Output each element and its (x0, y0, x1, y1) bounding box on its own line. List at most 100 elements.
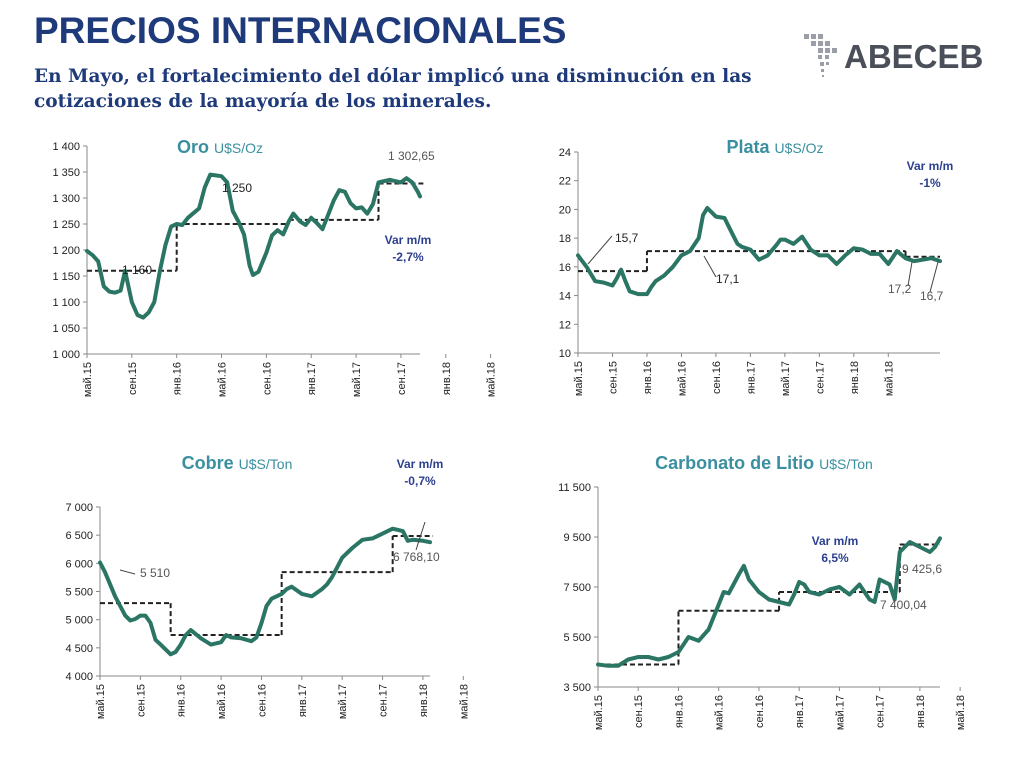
plata-series-line (576, 206, 942, 297)
oro-var-note-label: Var m/m (385, 233, 432, 247)
cobre-y-tick-label: 5 000 (65, 615, 93, 627)
litio-data-label: 9 425,6 (902, 562, 942, 576)
cobre-x-tick-label: янв.17 (297, 684, 309, 717)
oro-y-tick-label: 1 350 (52, 167, 80, 179)
cobre-data-label: 5 510 (140, 566, 170, 580)
oro-data-label: 1 250 (222, 181, 252, 195)
oro-y-tick-label: 1 300 (52, 193, 80, 205)
oro-y-tick-label: 1 400 (52, 141, 80, 153)
oro-title-unit: U$S/Oz (214, 140, 263, 156)
plata-x-tick-label: май.17 (780, 361, 792, 396)
plata-data-label: 15,7 (615, 231, 639, 245)
cobre-x-tick-label: янв.18 (418, 684, 430, 717)
oro-y-tick-label: 1 000 (52, 349, 80, 361)
oro-y-tick-label: 1 250 (52, 219, 80, 231)
litio-x-tick-label: май.15 (593, 695, 605, 730)
oro-x-tick-label: май.18 (486, 362, 498, 397)
litio-title-name: Carbonato de Litio (655, 453, 819, 473)
litio-var-note-label: Var m/m (812, 534, 859, 548)
cobre-title-name: Cobre (182, 453, 239, 473)
plata-y-tick-label: 22 (559, 176, 571, 188)
plata-label-leader (587, 235, 613, 265)
plata-y-tick-label: 24 (559, 147, 571, 159)
cobre-x-tick-label: май.18 (458, 684, 470, 719)
oro-x-tick-label: янв.18 (441, 362, 453, 395)
oro-data-label: 1 302,65 (388, 149, 435, 163)
plata-data-label: 17,1 (716, 272, 740, 286)
litio-y-tick-label: 11 500 (558, 482, 591, 494)
litio-y-tick-label: 3 500 (563, 682, 591, 694)
plata-x-tick-label: май.18 (883, 361, 895, 396)
plata-x-tick-label: янв.17 (745, 361, 757, 394)
plata-y-tick-label: 16 (559, 262, 571, 274)
page-title: PRECIOS INTERNACIONALES (34, 10, 567, 51)
cobre-chart-title: Cobre U$S/Ton (182, 453, 293, 473)
oro-series-line (85, 172, 422, 320)
cobre-var-note-label: Var m/m (397, 457, 444, 471)
plata-y-tick-label: 10 (559, 348, 571, 360)
litio-x-tick-label: сен.17 (875, 695, 887, 728)
cobre-var-note-value: -0,7% (404, 474, 436, 488)
litio-x-tick-label: май.18 (955, 695, 967, 730)
cobre-y-tick-label: 4 500 (65, 643, 93, 655)
plata-y-tick-label: 18 (559, 233, 571, 245)
litio-y-tick-label: 7 500 (563, 582, 591, 594)
plata-data-label: 16,7 (920, 289, 944, 303)
plata-x-tick-label: май.16 (676, 361, 688, 396)
plata-chart-title: Plata U$S/Oz (726, 137, 823, 157)
plata-title-name: Plata (726, 137, 774, 157)
oro-x-tick-label: янв.17 (306, 362, 318, 395)
oro-y-tick-label: 1 100 (52, 297, 80, 309)
litio-y-tick-label: 5 500 (563, 632, 591, 644)
plata-x-tick-label: сен.17 (814, 361, 826, 394)
oro-y-tick-label: 1 150 (52, 271, 80, 283)
page-subtitle: En Mayo, el fortalecimiento del dólar im… (34, 66, 752, 112)
plata-label-leader (929, 261, 939, 293)
litio-x-tick-label: янв.16 (673, 695, 685, 728)
litio-x-tick-label: май.16 (714, 695, 726, 730)
plata-label-leader (907, 261, 913, 287)
plata-x-tick-label: май.15 (573, 361, 585, 396)
plata-x-tick-label: янв.16 (642, 361, 654, 394)
litio-title-unit: U$S/Ton (819, 456, 873, 472)
oro-chart-title: Oro U$S/Oz (177, 137, 263, 157)
oro-var-note-value: -2,7% (392, 250, 424, 264)
oro-x-tick-label: сен.16 (261, 362, 273, 395)
litio-var-note-value: 6,5% (821, 551, 849, 565)
oro-y-tick-label: 1 200 (52, 245, 80, 257)
oro-y-tick-label: 1 050 (52, 323, 80, 335)
litio-x-tick-label: янв.17 (794, 695, 806, 728)
plata-var-note-value: -1% (919, 176, 941, 190)
cobre-series-line (98, 526, 432, 657)
litio-data-label: 7 400,04 (880, 598, 927, 612)
cobre-x-tick-label: сен.16 (256, 684, 268, 717)
cobre-x-tick-label: сен.15 (135, 684, 147, 717)
cobre-y-tick-label: 7 000 (65, 502, 93, 514)
cobre-x-tick-label: сен.17 (378, 684, 390, 717)
plata-label-leader (703, 255, 717, 278)
plata-var-note-label: Var m/m (907, 159, 954, 173)
cobre-x-tick-label: май.15 (95, 684, 107, 719)
cobre-y-tick-label: 6 500 (65, 530, 93, 542)
cobre-y-tick-label: 4 000 (65, 671, 93, 683)
litio-x-tick-label: май.17 (834, 695, 846, 730)
cobre-label-leader (415, 521, 426, 551)
oro-x-tick-label: май.17 (351, 362, 363, 397)
litio-series-line (596, 536, 942, 668)
oro-title-name: Oro (177, 137, 214, 157)
plata-title-unit: U$S/Oz (775, 140, 824, 156)
litio-x-tick-label: сен.16 (754, 695, 766, 728)
cobre-label-leader (119, 569, 136, 575)
cobre-x-tick-label: май.17 (337, 684, 349, 719)
plata-y-tick-label: 20 (559, 204, 571, 216)
litio-y-tick-label: 9 500 (563, 532, 591, 544)
litio-chart-title: Carbonato de Litio U$S/Ton (655, 453, 873, 473)
oro-x-tick-label: сен.15 (127, 362, 139, 395)
plata-y-tick-label: 12 (559, 319, 571, 331)
cobre-x-tick-label: май.16 (216, 684, 228, 719)
cobre-title-unit: U$S/Ton (239, 456, 293, 472)
oro-x-tick-label: май.15 (82, 362, 94, 397)
